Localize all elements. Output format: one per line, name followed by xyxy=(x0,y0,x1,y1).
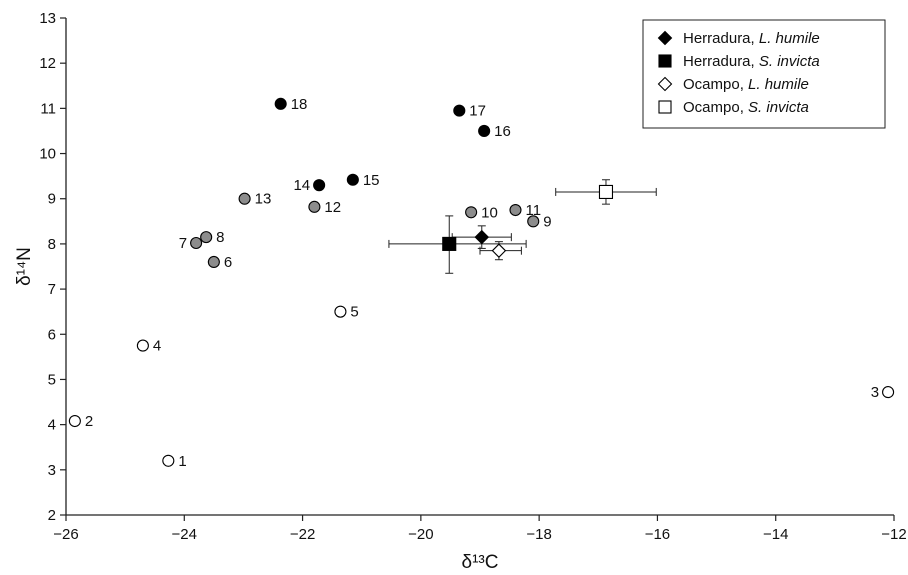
point-7 xyxy=(190,236,203,250)
point-9 xyxy=(527,215,540,228)
point-label-8: 8 xyxy=(216,229,224,246)
point-label-11: 11 xyxy=(525,202,541,219)
y-tick-label: 6 xyxy=(48,326,56,343)
legend-marker-2 xyxy=(658,54,672,68)
legend-label-1: Herradura, L. humile xyxy=(683,30,820,47)
point-label-7: 7 xyxy=(179,235,187,252)
x-axis-title: δ¹³C xyxy=(462,552,499,573)
point-5 xyxy=(334,305,347,318)
x-tick-label: −14 xyxy=(763,526,788,543)
x-tick-label: −26 xyxy=(53,526,78,543)
point-label-5: 5 xyxy=(350,304,358,321)
point-label-10: 10 xyxy=(481,204,498,221)
point-label-1: 1 xyxy=(178,453,186,470)
point-6 xyxy=(207,255,220,269)
error-bars xyxy=(388,179,657,274)
x-tick-label: −20 xyxy=(408,526,433,543)
point-16 xyxy=(478,124,491,138)
point-label-6: 6 xyxy=(224,254,232,271)
x-tick-label: −16 xyxy=(645,526,670,543)
point-label-16: 16 xyxy=(494,123,511,140)
x-ticks: −26 −24 −22 −20 −18 −16 −14 −12 xyxy=(53,515,907,543)
series-1-marker xyxy=(474,229,490,245)
point-label-13: 13 xyxy=(255,191,272,208)
point-4 xyxy=(136,339,149,352)
y-tick-label: 11 xyxy=(40,100,56,117)
series-3-marker xyxy=(491,243,507,258)
x-tick-label: −12 xyxy=(881,526,906,543)
legend-marker-1 xyxy=(657,30,673,46)
y-tick-label: 4 xyxy=(48,417,56,434)
legend-box xyxy=(642,19,886,129)
y-tick-label: 2 xyxy=(48,507,56,524)
legend-label-2: Herradura, S. invicta xyxy=(683,53,820,70)
point-12 xyxy=(308,200,321,213)
legend-marker-4 xyxy=(658,100,672,114)
point-18 xyxy=(274,97,287,110)
point-15 xyxy=(346,173,359,186)
point-label-3: 3 xyxy=(871,384,879,401)
point-label-17: 17 xyxy=(469,103,486,120)
point-label-4: 4 xyxy=(153,338,161,355)
mean-markers xyxy=(442,184,614,258)
point-1 xyxy=(162,454,175,467)
y-ticks: 2 3 4 5 6 7 8 9 10 11 12 13 xyxy=(39,10,66,524)
legend-marker-3 xyxy=(657,76,673,92)
axes xyxy=(65,18,894,516)
legend-label-4: Ocampo, S. invicta xyxy=(683,99,809,116)
legend-label-3: Ocampo, L. humile xyxy=(683,76,809,93)
series-2-marker xyxy=(442,236,457,251)
y-tick-label: 12 xyxy=(39,55,56,72)
point-11 xyxy=(509,203,522,217)
point-label-12: 12 xyxy=(324,199,341,216)
x-tick-label: −24 xyxy=(172,526,197,543)
point-10 xyxy=(465,206,478,219)
x-tick-label: −18 xyxy=(526,526,551,543)
point-3 xyxy=(882,386,895,399)
legend: Herradura, L. humile Herradura, S. invict… xyxy=(642,19,886,129)
y-axis-title: δ¹⁴N xyxy=(14,247,35,286)
point-label-18: 18 xyxy=(291,96,308,113)
point-14 xyxy=(313,179,326,192)
point-2 xyxy=(68,414,81,428)
y-tick-label: 8 xyxy=(48,236,56,253)
point-17 xyxy=(453,104,466,117)
y-tick-label: 5 xyxy=(48,371,56,388)
series-4-marker xyxy=(598,184,614,199)
y-tick-label: 9 xyxy=(48,191,56,208)
y-tick-label: 3 xyxy=(48,462,56,479)
point-label-9: 9 xyxy=(543,213,551,230)
point-label-15: 15 xyxy=(363,172,380,189)
point-label-2: 2 xyxy=(85,413,93,430)
y-tick-label: 7 xyxy=(48,281,56,298)
point-label-14: 14 xyxy=(293,177,310,194)
y-tick-label: 13 xyxy=(39,10,56,27)
y-tick-label: 10 xyxy=(39,146,56,163)
point-8 xyxy=(200,231,213,244)
x-tick-label: −22 xyxy=(290,526,315,543)
point-13 xyxy=(238,192,251,205)
